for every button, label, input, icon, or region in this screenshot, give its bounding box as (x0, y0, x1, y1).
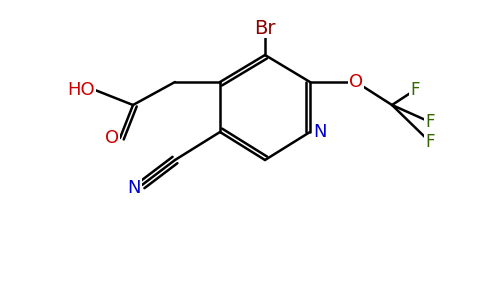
Text: Br: Br (254, 19, 276, 38)
Text: HO: HO (67, 81, 95, 99)
Text: N: N (127, 179, 141, 197)
Text: N: N (313, 123, 327, 141)
Text: F: F (425, 113, 435, 131)
Text: O: O (105, 129, 119, 147)
Text: F: F (425, 133, 435, 151)
Text: O: O (349, 73, 363, 91)
Text: F: F (410, 81, 420, 99)
